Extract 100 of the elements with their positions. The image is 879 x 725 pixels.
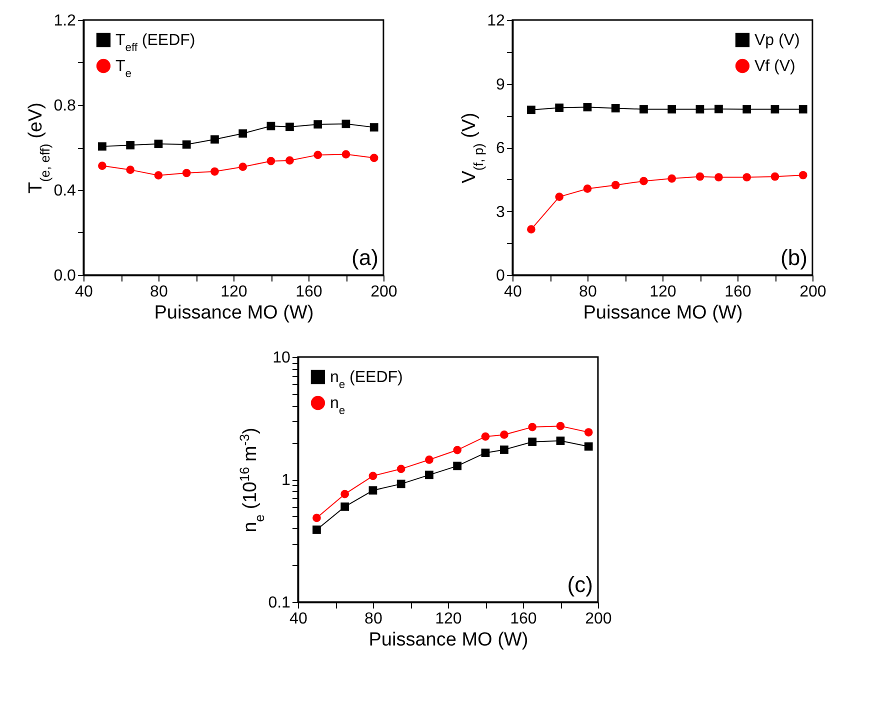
point	[266, 156, 276, 166]
legend-label: n$_{e}$ (EEDF)	[330, 369, 403, 391]
x-tick-label: 80	[364, 610, 382, 628]
point	[340, 502, 350, 511]
point	[238, 162, 248, 172]
legend-label: n$_{e}$	[330, 395, 346, 417]
point	[210, 167, 219, 176]
x-tick-label: 40	[75, 284, 93, 300]
point	[210, 135, 219, 144]
x-tick-label: 40	[290, 610, 308, 628]
y-tick-label: 6	[496, 140, 506, 157]
annotation: (b)	[780, 245, 808, 270]
legend-label: Vp (V)	[754, 32, 800, 49]
y-tick-label: 12	[487, 12, 506, 30]
x-tick-label: 160	[510, 610, 537, 628]
x-tick-label: 200	[800, 284, 826, 300]
point	[584, 442, 593, 451]
point	[396, 464, 406, 474]
x-axis-title: Puissance MO (W)	[368, 630, 528, 650]
point	[668, 105, 676, 114]
point	[527, 106, 536, 114]
y-tick-label: 9	[496, 76, 506, 94]
x-axis-title: Puissance MO (W)	[583, 302, 743, 324]
point	[770, 105, 780, 114]
point	[126, 140, 135, 150]
point	[555, 104, 564, 112]
x-tick-label: 80	[579, 284, 597, 300]
x-axis-title: Puissance MO (W)	[154, 302, 314, 324]
point	[425, 456, 434, 464]
point	[770, 172, 780, 181]
point	[340, 490, 350, 498]
point	[98, 142, 106, 151]
legend-label: T$_{eff}$ (EEDF)	[115, 32, 196, 54]
x-tick-label: 160	[724, 284, 752, 300]
x-tick-label: 80	[150, 284, 168, 300]
annotation: (a)	[352, 245, 378, 270]
point	[481, 448, 490, 458]
point	[453, 462, 462, 470]
point	[556, 422, 565, 430]
point	[583, 102, 592, 112]
point	[500, 446, 508, 454]
point	[453, 446, 462, 454]
point	[555, 192, 564, 201]
point	[556, 436, 565, 445]
point	[742, 105, 752, 114]
point	[528, 422, 537, 432]
point	[481, 432, 490, 441]
point	[584, 428, 593, 436]
point	[286, 122, 294, 132]
point	[182, 140, 191, 149]
point	[98, 162, 106, 170]
x-tick-label: 160	[296, 284, 322, 300]
y-tick-label: 0.4	[54, 182, 76, 200]
point	[798, 105, 808, 114]
y-tick-label: 3	[496, 204, 506, 221]
point	[368, 472, 378, 480]
y-tick-label: 0.0	[54, 268, 76, 284]
point	[154, 140, 163, 148]
point	[368, 486, 378, 495]
x-tick-label: 200	[370, 284, 398, 300]
point	[500, 430, 508, 439]
y-tick-label: 0.1	[268, 594, 291, 612]
point	[611, 180, 620, 190]
point	[714, 173, 723, 182]
y-tick-label: 1	[282, 472, 291, 489]
point	[527, 225, 536, 234]
point	[640, 105, 648, 114]
y-tick-label: 0.8	[54, 98, 76, 114]
point	[668, 174, 676, 183]
point	[342, 120, 350, 128]
point	[312, 514, 321, 522]
point	[714, 104, 723, 114]
x-tick-label: 120	[435, 610, 462, 628]
x-tick-label: 120	[650, 284, 676, 300]
point	[528, 438, 537, 446]
point	[182, 168, 191, 178]
point	[312, 526, 321, 534]
point	[286, 156, 294, 165]
point	[742, 173, 752, 182]
point	[238, 129, 248, 138]
point	[640, 176, 648, 186]
point	[314, 120, 322, 129]
point	[370, 123, 378, 132]
x-tick-label: 200	[585, 610, 612, 628]
legend-label: T$_{e}$	[115, 58, 132, 80]
point	[154, 171, 163, 180]
x-tick-label: 120	[220, 284, 248, 300]
point	[611, 104, 620, 112]
y-tick-label: 1.2	[54, 12, 76, 30]
point	[126, 166, 135, 174]
point	[583, 184, 592, 193]
point	[396, 480, 406, 488]
point	[696, 105, 704, 114]
point	[370, 154, 378, 162]
point	[266, 122, 276, 130]
legend-label: Vf (V)	[754, 58, 796, 75]
point	[342, 150, 350, 158]
y-tick-label: 0	[496, 268, 506, 284]
point	[696, 172, 704, 181]
point	[425, 470, 434, 480]
